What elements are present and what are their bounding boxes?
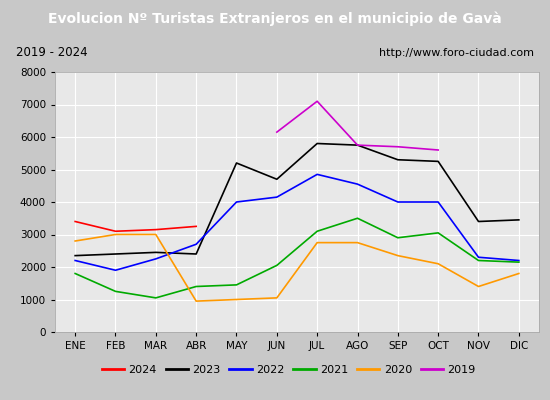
Text: 2019 - 2024: 2019 - 2024	[16, 46, 88, 60]
Legend: 2024, 2023, 2022, 2021, 2020, 2019: 2024, 2023, 2022, 2021, 2020, 2019	[97, 360, 480, 380]
Text: http://www.foro-ciudad.com: http://www.foro-ciudad.com	[379, 48, 534, 58]
Text: Evolucion Nº Turistas Extranjeros en el municipio de Gavà: Evolucion Nº Turistas Extranjeros en el …	[48, 12, 502, 26]
